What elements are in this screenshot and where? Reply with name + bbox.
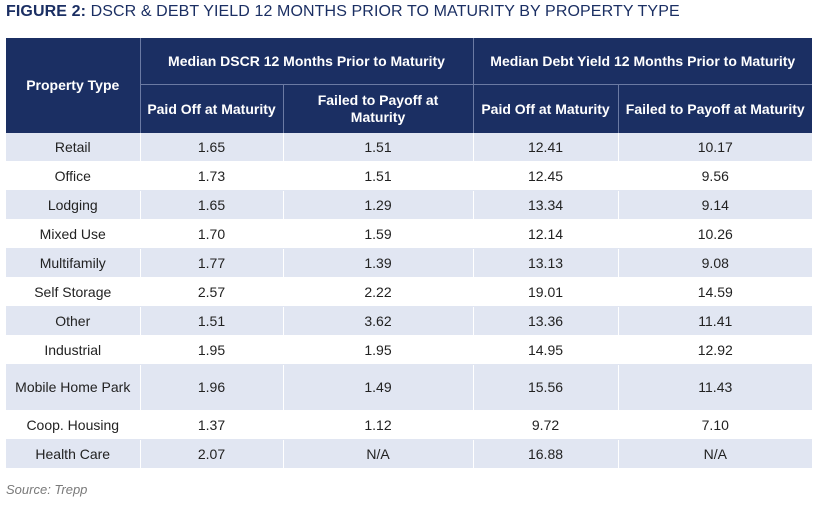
cell-dy-paid-off: 14.95 <box>472 335 619 365</box>
table-row: Mixed Use 1.70 1.59 12.14 10.26 <box>6 219 813 249</box>
cell-dy-paid-off: 13.36 <box>472 306 619 336</box>
table-row: Coop. Housing 1.37 1.12 9.72 7.10 <box>6 410 813 440</box>
cell-dy-paid-off: 9.72 <box>472 410 619 440</box>
cell-dscr-failed: 1.12 <box>282 410 474 440</box>
cell-dy-paid-off: 16.88 <box>472 439 619 469</box>
cell-dscr-failed: 1.29 <box>282 190 474 220</box>
cell-property-type: Self Storage <box>6 277 140 307</box>
table-row: Lodging 1.65 1.29 13.34 9.14 <box>6 190 813 220</box>
cell-dscr-paid-off: 1.37 <box>139 410 283 440</box>
cell-dscr-failed: 3.62 <box>282 306 474 336</box>
table-body: Retail 1.65 1.51 12.41 10.17 Office 1.73 1.51 12… <box>6 133 813 469</box>
cell-property-type: Other <box>6 306 140 336</box>
figure-title-text: DSCR & DEBT YIELD 12 MONTHS PRIOR TO MAT… <box>86 3 680 20</box>
table-header: Property Type Median DSCR 12 Months Prio… <box>6 38 813 133</box>
cell-property-type: Retail <box>6 133 140 162</box>
header-group-debt-yield: Median Debt Yield 12 Months Prior to Mat… <box>472 38 813 85</box>
cell-dscr-failed: 1.49 <box>282 364 474 411</box>
cell-dscr-paid-off: 2.07 <box>139 439 283 469</box>
cell-dscr-paid-off: 1.73 <box>139 161 283 191</box>
cell-dy-failed: N/A <box>617 439 813 469</box>
cell-dy-paid-off: 12.45 <box>472 161 619 191</box>
header-dy-failed: Failed to Payoff at Maturity <box>617 84 813 133</box>
cell-property-type: Lodging <box>6 190 140 220</box>
cell-dy-failed: 10.17 <box>617 133 813 162</box>
cell-dy-paid-off: 15.56 <box>472 364 619 411</box>
table-row: Office 1.73 1.51 12.45 9.56 <box>6 161 813 191</box>
table-row: Multifamily 1.77 1.39 13.13 9.08 <box>6 248 813 278</box>
cell-dscr-failed: 2.22 <box>282 277 474 307</box>
table-row: Mobile Home Park 1.96 1.49 15.56 11.43 <box>6 364 813 411</box>
cell-property-type: Industrial <box>6 335 140 365</box>
source-note: Source: Trepp <box>6 482 88 497</box>
table-row: Retail 1.65 1.51 12.41 10.17 <box>6 133 813 162</box>
data-table: Property Type Median DSCR 12 Months Prio… <box>6 38 813 469</box>
cell-dy-paid-off: 12.41 <box>472 133 619 162</box>
figure-title: FIGURE 2: DSCR & DEBT YIELD 12 MONTHS PR… <box>6 3 680 21</box>
cell-dy-paid-off: 19.01 <box>472 277 619 307</box>
cell-dy-failed: 12.92 <box>617 335 813 365</box>
cell-dy-failed: 11.41 <box>617 306 813 336</box>
cell-dy-paid-off: 13.34 <box>472 190 619 220</box>
cell-property-type: Mobile Home Park <box>6 364 140 411</box>
cell-dscr-paid-off: 1.65 <box>139 190 283 220</box>
cell-dscr-failed: 1.39 <box>282 248 474 278</box>
cell-dscr-failed: 1.51 <box>282 161 474 191</box>
cell-property-type: Health Care <box>6 439 140 469</box>
cell-dscr-paid-off: 1.95 <box>139 335 283 365</box>
table-row: Industrial 1.95 1.95 14.95 12.92 <box>6 335 813 365</box>
cell-dscr-failed: N/A <box>282 439 474 469</box>
cell-dscr-failed: 1.51 <box>282 133 474 162</box>
cell-dscr-paid-off: 1.51 <box>139 306 283 336</box>
cell-dy-paid-off: 13.13 <box>472 248 619 278</box>
cell-property-type: Mixed Use <box>6 219 140 249</box>
cell-dy-failed: 9.56 <box>617 161 813 191</box>
cell-property-type: Office <box>6 161 140 191</box>
cell-dscr-paid-off: 1.77 <box>139 248 283 278</box>
cell-dscr-failed: 1.59 <box>282 219 474 249</box>
cell-dy-failed: 14.59 <box>617 277 813 307</box>
header-dscr-failed: Failed to Payoff at Maturity <box>282 84 474 133</box>
table-row: Self Storage 2.57 2.22 19.01 14.59 <box>6 277 813 307</box>
figure-label: FIGURE 2: <box>6 3 87 20</box>
cell-dy-paid-off: 12.14 <box>472 219 619 249</box>
cell-property-type: Coop. Housing <box>6 410 140 440</box>
cell-dy-failed: 9.08 <box>617 248 813 278</box>
cell-dy-failed: 10.26 <box>617 219 813 249</box>
cell-dy-failed: 7.10 <box>617 410 813 440</box>
cell-dscr-paid-off: 2.57 <box>139 277 283 307</box>
cell-dscr-paid-off: 1.96 <box>139 364 283 411</box>
header-dscr-paid-off: Paid Off at Maturity <box>139 84 283 133</box>
table-row: Health Care 2.07 N/A 16.88 N/A <box>6 439 813 469</box>
header-group-dscr: Median DSCR 12 Months Prior to Maturity <box>139 38 474 85</box>
cell-dy-failed: 9.14 <box>617 190 813 220</box>
cell-dscr-paid-off: 1.65 <box>139 133 283 162</box>
cell-dscr-failed: 1.95 <box>282 335 474 365</box>
cell-dscr-paid-off: 1.70 <box>139 219 283 249</box>
header-property-type: Property Type <box>6 38 140 133</box>
cell-dy-failed: 11.43 <box>617 364 813 411</box>
cell-property-type: Multifamily <box>6 248 140 278</box>
table-row: Other 1.51 3.62 13.36 11.41 <box>6 306 813 336</box>
header-dy-paid-off: Paid Off at Maturity <box>472 84 619 133</box>
